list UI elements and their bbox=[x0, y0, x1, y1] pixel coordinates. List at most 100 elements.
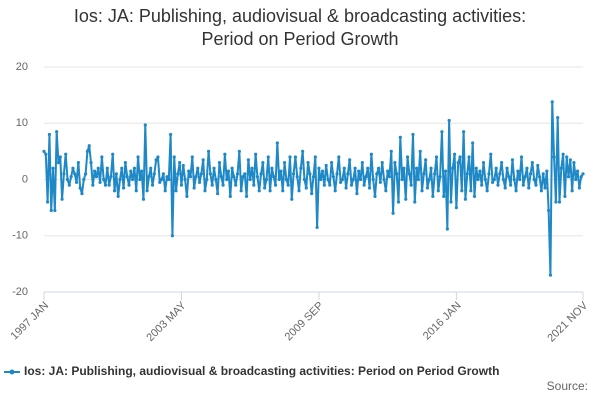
data-point bbox=[272, 175, 276, 179]
data-point bbox=[235, 172, 240, 176]
data-point bbox=[80, 191, 84, 196]
data-point bbox=[469, 189, 473, 193]
data-point bbox=[462, 130, 466, 134]
data-point bbox=[358, 177, 363, 182]
data-point bbox=[570, 189, 574, 193]
data-point bbox=[261, 161, 265, 165]
data-point bbox=[147, 175, 151, 179]
data-point bbox=[96, 166, 100, 170]
data-point bbox=[268, 189, 272, 193]
data-point bbox=[407, 172, 411, 176]
data-point bbox=[396, 200, 401, 204]
data-point bbox=[481, 161, 486, 165]
data-point bbox=[382, 177, 386, 182]
data-point bbox=[574, 177, 578, 182]
data-point bbox=[248, 177, 252, 182]
data-point bbox=[458, 155, 462, 159]
data-point bbox=[105, 166, 109, 170]
data-point bbox=[474, 166, 478, 170]
data-point bbox=[192, 186, 196, 190]
data-point bbox=[111, 152, 115, 156]
data-point bbox=[264, 177, 269, 182]
data-point bbox=[129, 169, 133, 173]
data-point bbox=[279, 169, 283, 173]
data-point bbox=[339, 180, 343, 184]
data-point bbox=[178, 161, 182, 165]
data-point bbox=[286, 183, 290, 187]
data-point bbox=[581, 172, 585, 176]
data-point bbox=[295, 175, 299, 179]
data-point bbox=[328, 183, 332, 187]
data-point bbox=[141, 197, 146, 201]
data-point bbox=[500, 161, 504, 165]
data-point bbox=[442, 194, 446, 198]
data-point bbox=[266, 155, 270, 159]
data-point bbox=[451, 166, 455, 170]
data-point bbox=[140, 169, 144, 173]
data-point bbox=[387, 175, 392, 179]
data-point bbox=[320, 169, 325, 173]
data-point bbox=[252, 183, 256, 187]
data-point bbox=[393, 161, 397, 165]
data-point bbox=[263, 186, 267, 190]
data-point bbox=[174, 189, 178, 193]
data-point bbox=[579, 175, 583, 179]
data-point bbox=[391, 211, 395, 215]
data-point bbox=[304, 186, 308, 190]
data-point bbox=[568, 158, 572, 162]
data-point bbox=[521, 183, 525, 187]
data-point bbox=[150, 183, 155, 187]
data-point bbox=[313, 155, 317, 159]
data-point bbox=[203, 189, 207, 193]
data-point bbox=[575, 169, 580, 173]
data-point bbox=[527, 186, 531, 190]
data-point bbox=[47, 132, 52, 137]
data-point bbox=[259, 172, 263, 176]
data-point bbox=[239, 189, 243, 193]
data-point bbox=[349, 183, 354, 187]
data-point bbox=[416, 177, 421, 182]
data-point bbox=[84, 172, 88, 176]
data-point bbox=[541, 172, 545, 176]
x-tick-label: 2021 NOV bbox=[545, 299, 590, 344]
data-point bbox=[371, 177, 375, 182]
data-point bbox=[364, 175, 368, 179]
data-point bbox=[254, 152, 258, 156]
data-point bbox=[534, 183, 538, 187]
data-point bbox=[71, 166, 75, 170]
y-tick-label: -20 bbox=[12, 286, 28, 298]
data-point bbox=[315, 225, 319, 229]
data-point bbox=[185, 194, 189, 198]
data-point bbox=[246, 158, 250, 162]
data-point bbox=[284, 177, 288, 182]
data-point bbox=[125, 175, 129, 179]
data-point bbox=[219, 175, 223, 179]
data-point bbox=[212, 166, 216, 170]
data-point bbox=[277, 177, 281, 182]
data-point bbox=[512, 177, 516, 182]
data-point bbox=[232, 175, 236, 179]
data-point bbox=[206, 149, 211, 153]
data-point bbox=[501, 177, 506, 182]
data-point bbox=[490, 180, 495, 184]
data-point bbox=[217, 161, 222, 165]
data-point bbox=[56, 161, 61, 165]
data-point bbox=[523, 175, 527, 179]
data-point bbox=[440, 130, 444, 134]
data-point bbox=[210, 183, 214, 187]
data-point bbox=[510, 158, 515, 162]
data-point bbox=[55, 130, 59, 134]
data-point bbox=[537, 175, 542, 179]
data-point bbox=[176, 172, 180, 176]
data-point bbox=[557, 200, 562, 204]
data-point bbox=[543, 186, 547, 190]
data-point bbox=[445, 227, 449, 231]
data-point bbox=[483, 177, 487, 182]
data-point bbox=[565, 155, 569, 159]
data-point bbox=[331, 175, 335, 179]
data-point bbox=[378, 180, 383, 184]
data-point bbox=[447, 118, 451, 123]
data-point bbox=[449, 200, 453, 204]
data-point bbox=[69, 175, 73, 179]
